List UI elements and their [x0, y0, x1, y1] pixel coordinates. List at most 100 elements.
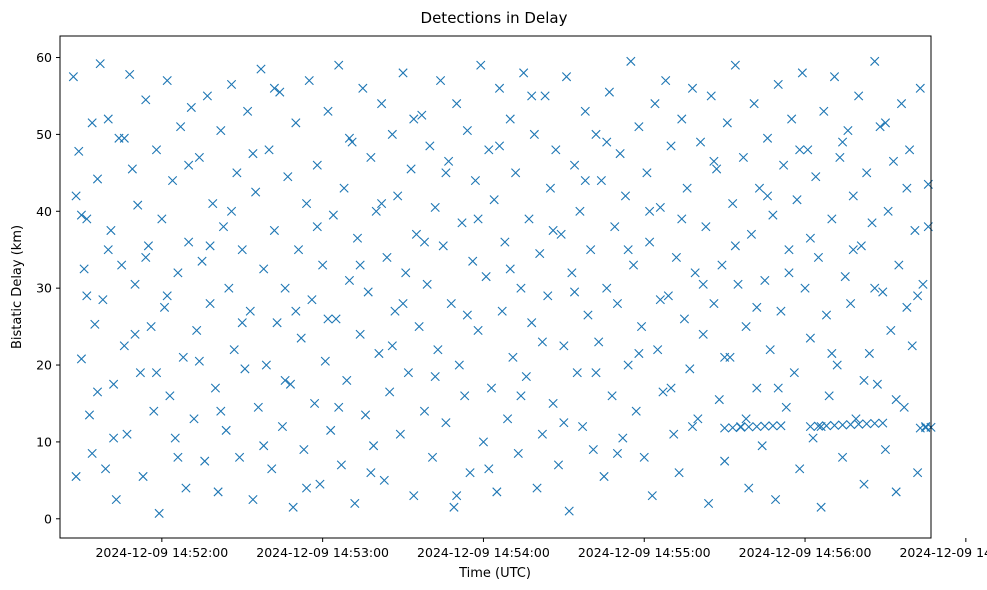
data-point — [122, 429, 132, 439]
data-point — [125, 69, 135, 80]
data-point — [350, 498, 360, 508]
data-point — [452, 491, 462, 501]
data-point — [894, 260, 904, 270]
data-point — [854, 91, 864, 101]
data-point — [902, 302, 912, 312]
data-point — [462, 125, 472, 136]
data-point — [226, 206, 237, 216]
x-axis-ticks: 2024-12-09 14:52:00 2024-12-09 14:53:00 20… — [95, 538, 987, 560]
data-point — [797, 68, 807, 78]
data-point — [561, 72, 572, 82]
data-point — [352, 233, 363, 243]
data-point — [202, 91, 212, 101]
data-point — [414, 322, 424, 332]
data-point — [425, 141, 435, 151]
data-point — [904, 145, 915, 155]
data-point — [744, 422, 754, 432]
data-point — [419, 406, 430, 416]
data-point — [505, 264, 515, 274]
data-point — [677, 114, 687, 124]
data-point — [559, 341, 569, 351]
data-point — [805, 233, 815, 243]
data-point — [304, 75, 314, 86]
data-point — [390, 306, 400, 316]
data-point — [821, 421, 832, 431]
data-point — [173, 452, 183, 462]
data-point — [687, 421, 698, 432]
data-point — [714, 395, 724, 405]
data-point — [192, 325, 202, 336]
data-point — [449, 502, 459, 512]
x-tick-label: 2024-12-09 14:56:00 — [739, 545, 872, 560]
data-point — [789, 368, 799, 378]
data-marks — [68, 56, 936, 518]
data-point — [588, 445, 598, 455]
data-point — [880, 118, 891, 128]
data-point — [79, 264, 89, 274]
data-point — [167, 175, 178, 186]
data-point — [829, 72, 840, 82]
data-point — [205, 241, 215, 251]
data-point — [277, 421, 288, 432]
data-point — [360, 410, 371, 420]
data-point — [698, 279, 708, 289]
data-point — [84, 410, 95, 420]
data-point — [524, 214, 534, 224]
data-point — [334, 402, 344, 412]
data-point — [703, 498, 714, 508]
data-point — [773, 383, 783, 393]
data-point — [907, 341, 917, 351]
data-point — [645, 206, 655, 216]
data-point — [310, 398, 320, 409]
data-point — [127, 164, 137, 174]
data-point — [502, 414, 513, 424]
data-point — [76, 354, 87, 364]
data-point — [494, 83, 505, 93]
data-point — [768, 421, 778, 431]
data-point — [821, 310, 832, 320]
data-point — [237, 318, 247, 328]
data-point — [221, 425, 231, 435]
data-point — [913, 291, 923, 301]
data-point — [870, 283, 880, 293]
data-point — [269, 225, 279, 236]
data-point — [430, 371, 440, 382]
data-point — [336, 460, 346, 470]
data-point — [71, 471, 81, 482]
data-point — [76, 210, 87, 220]
data-point — [827, 348, 837, 359]
data-point — [208, 199, 218, 209]
data-point — [671, 252, 681, 262]
data-point — [301, 483, 312, 493]
data-point — [760, 421, 770, 431]
data-point — [854, 419, 864, 429]
data-point — [741, 414, 751, 424]
data-point — [537, 337, 547, 347]
data-point — [433, 345, 443, 355]
data-point — [829, 420, 840, 430]
data-point — [548, 398, 558, 409]
data-point — [720, 352, 730, 362]
data-point — [427, 452, 438, 462]
data-point — [130, 279, 140, 289]
data-point — [484, 464, 494, 474]
data-point — [666, 383, 676, 393]
data-point — [677, 214, 687, 224]
data-point — [888, 156, 899, 166]
data-point — [805, 421, 815, 432]
data-point — [98, 295, 108, 305]
data-point — [366, 152, 376, 163]
data-point — [607, 391, 617, 401]
data-point — [103, 114, 113, 124]
data-point — [642, 168, 652, 178]
data-point — [243, 106, 253, 116]
data-point — [505, 114, 515, 124]
data-point — [218, 222, 229, 232]
data-point — [846, 298, 856, 309]
data-point — [599, 471, 609, 482]
data-point — [135, 368, 145, 378]
data-point — [205, 298, 215, 309]
data-point — [687, 83, 698, 93]
data-point — [661, 75, 671, 86]
data-point — [580, 175, 590, 186]
